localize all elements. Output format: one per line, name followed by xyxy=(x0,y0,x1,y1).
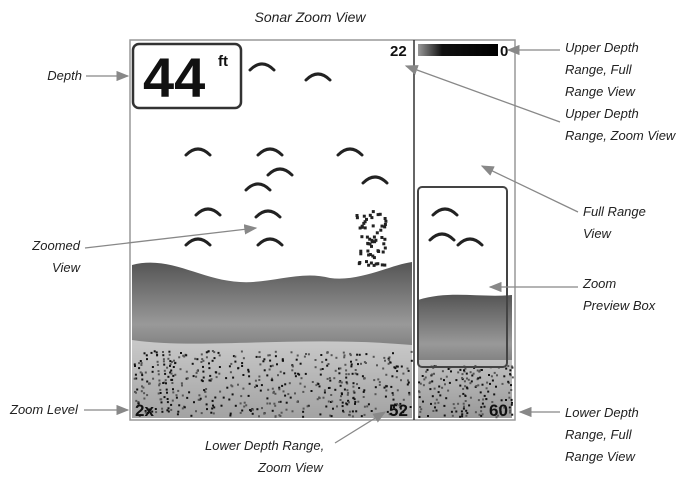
callouts: Depth Upper Depth Range, Full Range View U… xyxy=(9,40,677,475)
callout-label: Lower Depth Range, Zoom View xyxy=(205,438,324,475)
callout-label: Full Range View xyxy=(583,204,646,241)
callout-label: Upper Depth Range, Full Range View xyxy=(565,40,639,99)
callout-label: Depth xyxy=(47,68,82,83)
sonar-screen: 44 ft 22 0 2x 52 60 xyxy=(129,39,516,421)
title: Sonar Zoom View xyxy=(254,9,366,25)
depth-unit: ft xyxy=(218,53,228,70)
zoom-preview-box xyxy=(417,186,508,368)
lower-full-depth: 60 xyxy=(489,401,508,420)
upper-full-depth: 0 xyxy=(500,43,508,60)
callout-label: Zoomed View xyxy=(31,238,81,275)
upper-zoom-depth: 22 xyxy=(390,43,407,60)
depth-readout: 44 xyxy=(143,46,205,109)
zoom-level: 2x xyxy=(135,401,154,420)
callout-label: Zoom Preview Box xyxy=(582,276,656,313)
lower-zoom-depth: 52 xyxy=(389,401,408,420)
callout-label: Lower Depth Range, Full Range View xyxy=(565,405,639,464)
callout-label: Zoom Level xyxy=(9,402,79,417)
callout-label: Upper Depth Range, Zoom View xyxy=(565,106,677,143)
